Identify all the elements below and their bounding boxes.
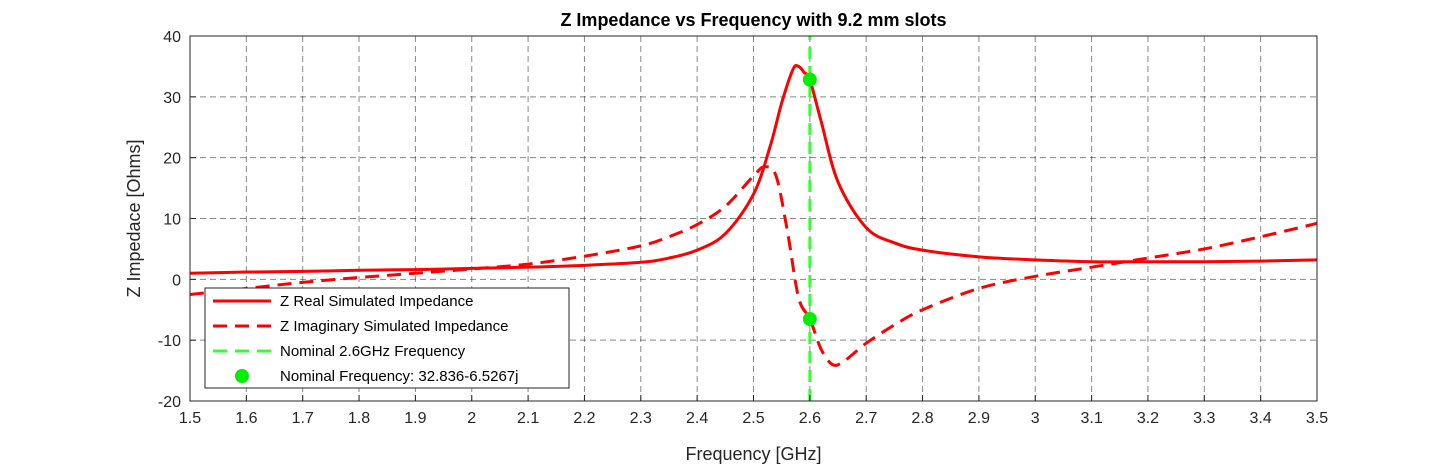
x-tick-label: 1.5 (179, 410, 201, 427)
x-tick-label: 1.8 (348, 410, 370, 427)
x-tick-label: 1.7 (292, 410, 314, 427)
nominal-frequency-marker (802, 312, 817, 327)
y-tick-label: -20 (158, 394, 181, 411)
legend-box (204, 287, 570, 389)
x-tick-label: 2.2 (573, 410, 595, 427)
legend-label: Z Imaginary Simulated Impedance (280, 318, 508, 335)
x-tick-label: 2 (467, 410, 476, 427)
ticks: 1.5 1.6 1.7 1.8 1.9 2 2.1 2.2 2.3 2.4 2.5 2.6 2.7 2.8… (158, 29, 1328, 427)
x-tick-label: 2.8 (911, 410, 933, 427)
x-tick-label: 3.1 (1080, 410, 1102, 427)
x-tick-label: 3.4 (1250, 410, 1272, 427)
y-tick-label: 40 (163, 29, 181, 46)
y-tick-label: 20 (163, 151, 181, 168)
y-tick-label: 0 (172, 272, 181, 289)
y-tick-label: -10 (158, 333, 181, 350)
x-tick-label: 3 (1031, 410, 1040, 427)
x-axis-label: Frequency [GHz] (685, 444, 821, 464)
chart-title: Z Impedance vs Frequency with 9.2 mm slo… (560, 10, 946, 30)
x-tick-label: 1.9 (404, 410, 426, 427)
x-tick-label: 3.5 (1306, 410, 1328, 427)
legend-label: Nominal 2.6GHz Frequency (280, 343, 466, 360)
x-tick-label: 1.6 (235, 410, 257, 427)
real-impedance-line (190, 63, 1317, 275)
x-tick-label: 2.4 (686, 410, 708, 427)
x-tick-label: 3.3 (1193, 410, 1215, 427)
y-tick-label: 10 (163, 212, 181, 229)
imaginary-impedance-line (190, 165, 1317, 367)
x-tick-label: 2.9 (968, 410, 990, 427)
x-tick-label: 3.2 (1137, 410, 1159, 427)
x-tick-label: 2.1 (517, 410, 539, 427)
legend-label: Z Real Simulated Impedance (280, 293, 473, 310)
y-tick-label: 30 (163, 90, 181, 107)
x-tick-label: 2.3 (630, 410, 652, 427)
legend: Z Real Simulated Impedance Z Imaginary Si… (204, 287, 570, 389)
legend-swatch (235, 369, 249, 383)
nominal-frequency-marker (802, 72, 817, 87)
x-tick-label: 2.5 (742, 410, 764, 427)
x-tick-label: 2.6 (799, 410, 821, 427)
data-series (190, 36, 1317, 401)
y-axis-label: Z Impedace [Ohms] (124, 139, 144, 297)
x-tick-label: 2.7 (855, 410, 877, 427)
legend-label: Nominal Frequency: 32.836-6.5267j (280, 368, 518, 385)
